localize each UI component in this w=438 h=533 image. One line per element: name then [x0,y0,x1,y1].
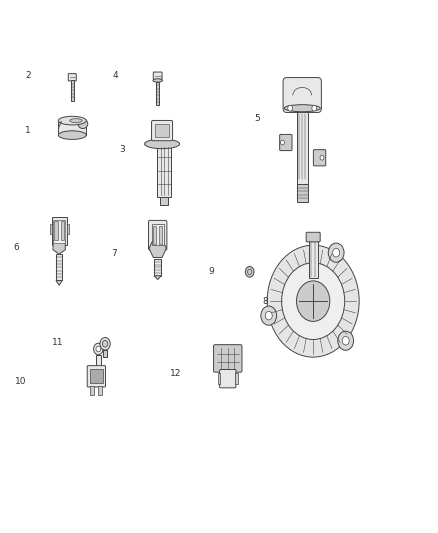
Bar [159,226,162,244]
FancyBboxPatch shape [148,221,167,250]
FancyBboxPatch shape [214,345,242,372]
Bar [103,350,107,357]
Bar [90,386,94,395]
Bar [98,386,102,395]
Bar [155,124,169,137]
Circle shape [265,311,272,320]
Polygon shape [149,239,166,257]
Ellipse shape [153,79,162,82]
Polygon shape [53,237,65,254]
Polygon shape [154,276,161,279]
FancyBboxPatch shape [152,120,173,141]
Bar [67,224,69,235]
Circle shape [297,281,330,321]
Circle shape [328,243,344,262]
Ellipse shape [145,139,180,149]
Circle shape [100,337,110,350]
Bar [218,373,220,384]
Bar [54,221,57,240]
Circle shape [261,306,277,325]
Bar [297,108,307,184]
Bar [52,216,67,245]
Ellipse shape [58,131,86,140]
Polygon shape [56,280,62,285]
Text: 5: 5 [254,114,260,123]
Text: 3: 3 [119,145,125,154]
Circle shape [342,336,349,345]
Ellipse shape [70,119,82,123]
Text: 4: 4 [113,71,118,80]
Bar [90,369,102,384]
FancyBboxPatch shape [87,366,106,387]
Bar [152,224,164,246]
Circle shape [332,248,340,257]
FancyBboxPatch shape [283,77,321,112]
Bar [49,224,52,235]
Circle shape [320,156,324,160]
FancyBboxPatch shape [68,74,76,81]
FancyBboxPatch shape [153,72,162,79]
Text: 10: 10 [15,377,26,385]
Bar [157,144,171,197]
Text: 8: 8 [263,297,268,305]
Circle shape [94,343,103,355]
Circle shape [338,331,353,350]
Bar [96,355,101,376]
FancyBboxPatch shape [313,150,326,166]
Bar [297,184,307,202]
Circle shape [245,266,254,277]
Text: 11: 11 [52,338,64,346]
Bar [58,120,86,135]
FancyBboxPatch shape [219,369,236,388]
Circle shape [247,269,252,274]
Text: 12: 12 [170,369,182,377]
Bar [56,254,62,280]
Bar [235,373,237,384]
FancyBboxPatch shape [279,134,292,151]
Text: 1: 1 [25,126,31,135]
Circle shape [288,105,293,111]
Bar [153,226,156,244]
Ellipse shape [78,119,88,128]
Circle shape [102,341,108,347]
Bar [71,80,74,101]
Bar [154,259,161,276]
Bar [309,241,318,278]
Ellipse shape [58,116,86,125]
Circle shape [96,346,101,352]
FancyBboxPatch shape [306,232,320,242]
Circle shape [267,245,359,357]
Bar [53,220,65,243]
Bar [61,221,64,240]
Circle shape [280,140,284,145]
Text: 9: 9 [209,268,215,276]
Text: 7: 7 [111,249,117,257]
Circle shape [312,105,317,111]
Bar [156,82,159,105]
Ellipse shape [284,104,320,112]
Circle shape [282,263,345,340]
Text: 2: 2 [25,71,31,80]
Text: 6: 6 [13,244,19,252]
Bar [160,197,168,205]
